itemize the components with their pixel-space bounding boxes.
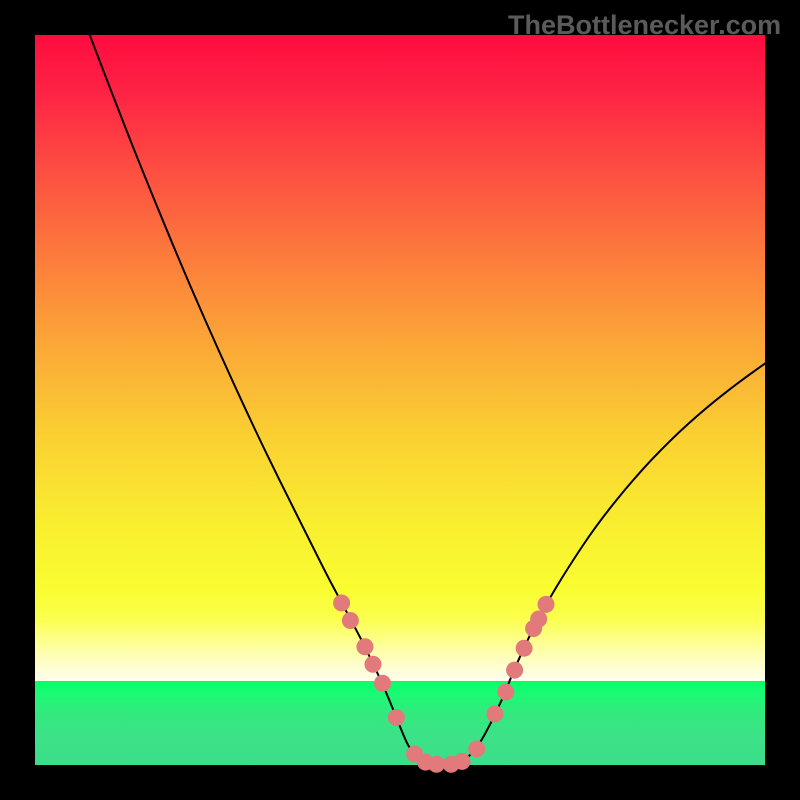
data-marker-left	[356, 638, 373, 655]
data-marker-left	[374, 675, 391, 692]
data-marker-right	[486, 705, 503, 722]
data-marker-right	[538, 596, 555, 613]
data-marker-right	[506, 662, 523, 679]
data-marker-left	[428, 756, 445, 773]
data-marker-right	[468, 740, 485, 757]
data-marker-left	[342, 612, 359, 629]
data-marker-right	[454, 753, 471, 770]
data-marker-left	[333, 594, 350, 611]
watermark-text: TheBottlenecker.com	[508, 10, 781, 41]
data-marker-right	[530, 611, 547, 628]
data-marker-left	[364, 656, 381, 673]
data-marker-right	[497, 684, 514, 701]
plot-area-gradient	[35, 35, 765, 765]
data-marker-right	[516, 640, 533, 657]
data-marker-left	[388, 709, 405, 726]
